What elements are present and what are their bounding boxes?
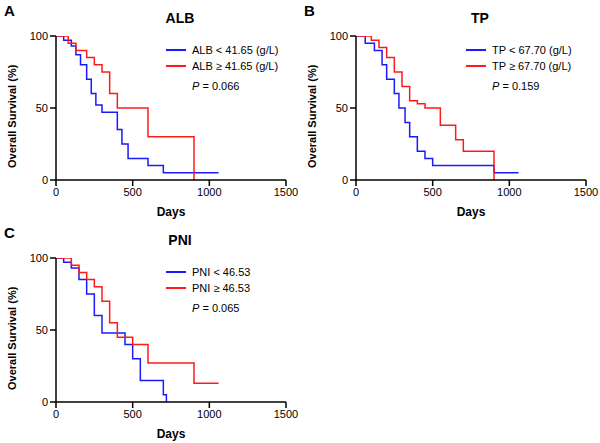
svg-text:Overall Survival (%): Overall Survival (%) bbox=[8, 286, 18, 390]
html-text:ALB: ALB bbox=[165, 10, 195, 26]
svg-text:1000: 1000 bbox=[197, 186, 221, 198]
html-text:ALB ≥ 41.65 (g/L): ALB ≥ 41.65 (g/L) bbox=[192, 60, 279, 72]
svg-text:Days: Days bbox=[157, 427, 186, 441]
svg-text:100: 100 bbox=[30, 30, 48, 42]
svg-text:Overall Survival (%): Overall Survival (%) bbox=[8, 64, 18, 168]
svg-text:Overall Survival (%): Overall Survival (%) bbox=[306, 64, 318, 168]
svg-text:0: 0 bbox=[42, 396, 48, 408]
svg-text:1000: 1000 bbox=[197, 408, 221, 420]
html-text:PNI < 46.53: PNI < 46.53 bbox=[192, 266, 251, 278]
svg-text:500: 500 bbox=[423, 186, 441, 198]
html-text:P = 0.066: P = 0.066 bbox=[192, 80, 240, 92]
html-text:TP < 67.70 (g/L): TP < 67.70 (g/L) bbox=[492, 44, 572, 56]
svg-text:100: 100 bbox=[330, 30, 348, 42]
svg-text:0: 0 bbox=[53, 408, 59, 420]
svg-text:0: 0 bbox=[42, 174, 48, 186]
svg-text:500: 500 bbox=[123, 186, 141, 198]
html-text:B: B bbox=[304, 2, 315, 19]
html-text:ALB < 41.65 (g/L): ALB < 41.65 (g/L) bbox=[192, 44, 279, 56]
svg-text:0: 0 bbox=[342, 174, 348, 186]
html-text:TP: TP bbox=[471, 10, 489, 26]
svg-text:100: 100 bbox=[30, 252, 48, 264]
svg-text:50: 50 bbox=[36, 102, 48, 114]
html-text:PNI ≥ 46.53: PNI ≥ 46.53 bbox=[192, 282, 250, 294]
svg-text:Days: Days bbox=[457, 205, 486, 219]
html-text:C: C bbox=[4, 224, 15, 241]
svg-text:Days: Days bbox=[157, 205, 186, 219]
html-text:P = 0.159: P = 0.159 bbox=[492, 80, 540, 92]
svg-text:500: 500 bbox=[123, 408, 141, 420]
svg-text:0: 0 bbox=[353, 186, 359, 198]
svg-text:1500: 1500 bbox=[274, 186, 298, 198]
html-text:A: A bbox=[4, 2, 15, 19]
svg-text:50: 50 bbox=[36, 324, 48, 336]
svg-text:1500: 1500 bbox=[574, 186, 592, 198]
svg-text:0: 0 bbox=[53, 186, 59, 198]
html-text:TP ≥ 67.70 (g/L): TP ≥ 67.70 (g/L) bbox=[492, 60, 572, 72]
svg-text:1500: 1500 bbox=[274, 408, 298, 420]
svg-text:1000: 1000 bbox=[497, 186, 521, 198]
html-text:P = 0.065: P = 0.065 bbox=[192, 302, 240, 314]
svg-text:50: 50 bbox=[336, 102, 348, 114]
html-text:PNI: PNI bbox=[168, 232, 192, 248]
